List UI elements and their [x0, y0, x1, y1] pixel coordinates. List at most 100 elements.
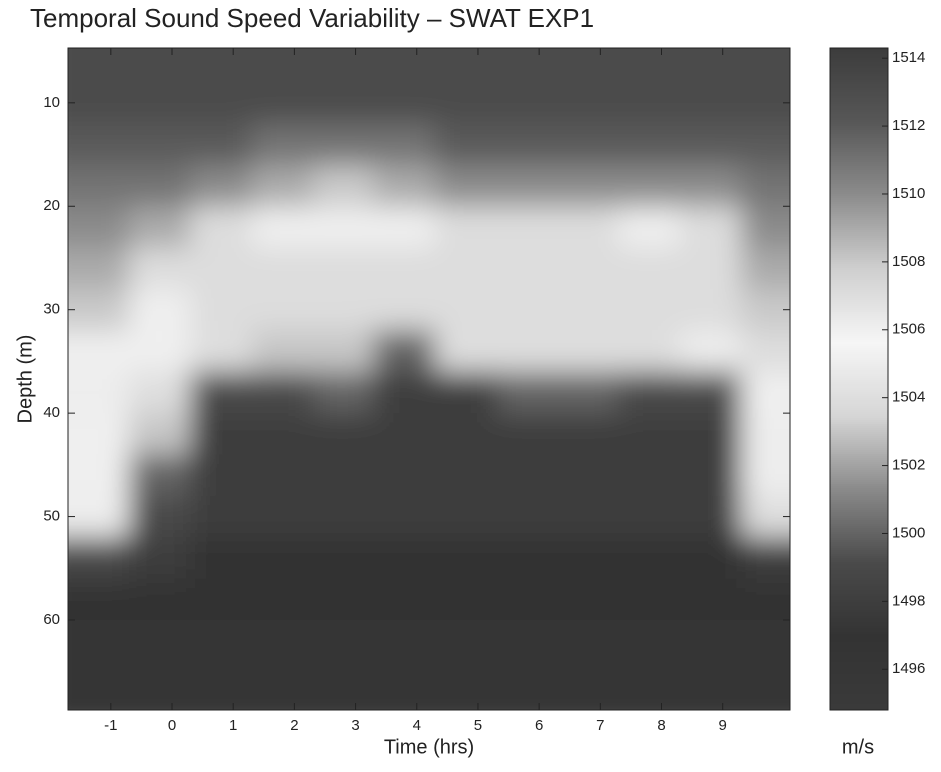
heatmap-cell — [435, 371, 497, 414]
heatmap-cell — [557, 620, 620, 662]
y-tick-label: 40 — [43, 404, 60, 421]
colorbar-swatch — [830, 68, 888, 71]
heatmap-cell — [68, 413, 130, 456]
colorbar-swatch — [830, 484, 888, 487]
colorbar-swatch — [830, 114, 888, 117]
heatmap-cell — [373, 371, 436, 414]
heatmap-cell — [129, 661, 191, 710]
colorbar-swatch — [830, 690, 888, 693]
colorbar-swatch — [830, 86, 888, 89]
colorbar-swatch — [830, 462, 888, 465]
colorbar-swatch — [830, 498, 888, 501]
colorbar-swatch — [830, 512, 888, 515]
colorbar-swatch — [830, 84, 888, 87]
colorbar-swatch — [830, 692, 888, 695]
colorbar-swatch — [830, 610, 888, 613]
colorbar-swatch — [830, 224, 888, 227]
heatmap-cell — [741, 537, 790, 580]
colorbar-swatch — [830, 118, 888, 121]
heatmap-cell — [496, 330, 559, 373]
heatmap-cell — [435, 495, 497, 538]
heatmap-cell — [496, 620, 559, 662]
colorbar-swatch — [830, 108, 888, 111]
heatmap-cell — [496, 123, 559, 166]
heatmap-cell — [679, 48, 742, 83]
colorbar-swatch — [830, 298, 888, 301]
colorbar-swatch — [830, 604, 888, 607]
colorbar-swatch — [830, 368, 888, 371]
heatmap-cell — [435, 454, 497, 497]
heatmap-cell — [373, 247, 436, 290]
heatmap-cell — [129, 330, 191, 373]
heatmap-cell — [435, 123, 497, 166]
colorbar-tick-label: 1502 — [892, 457, 925, 474]
colorbar-swatch — [830, 300, 888, 303]
colorbar-swatch — [830, 480, 888, 483]
colorbar-swatch — [830, 292, 888, 295]
colorbar-swatch — [830, 394, 888, 397]
colorbar-swatch — [830, 580, 888, 583]
colorbar-swatch — [830, 214, 888, 217]
heatmap-cell — [741, 413, 790, 456]
colorbar-swatch — [830, 688, 888, 691]
colorbar-swatch — [830, 654, 888, 657]
colorbar-swatch — [830, 104, 888, 107]
colorbar-swatch — [830, 620, 888, 623]
heatmap-cell — [741, 454, 790, 497]
heatmap-cell — [435, 289, 497, 331]
colorbar-swatch — [830, 336, 888, 339]
colorbar-swatch — [830, 366, 888, 369]
colorbar-swatch — [830, 144, 888, 147]
heatmap-cell — [312, 247, 375, 290]
heatmap-cell — [435, 247, 497, 290]
colorbar-swatch — [830, 520, 888, 523]
colorbar-swatch — [830, 552, 888, 555]
colorbar-swatch — [830, 120, 888, 123]
colorbar-swatch — [830, 218, 888, 221]
heatmap-cell — [435, 578, 497, 621]
colorbar-swatch — [830, 546, 888, 549]
heatmap-cell — [557, 247, 620, 290]
colorbar-swatch — [830, 608, 888, 611]
colorbar-swatch — [830, 234, 888, 237]
heatmap-cell — [251, 537, 314, 580]
heatmap-cell — [68, 454, 130, 497]
colorbar-swatch — [830, 152, 888, 155]
colorbar-swatch — [830, 356, 888, 359]
colorbar-swatch — [830, 574, 888, 577]
x-tick-label: 1 — [229, 717, 237, 734]
colorbar-swatch — [830, 330, 888, 333]
y-tick-label: 60 — [43, 611, 60, 628]
heatmap-cell — [251, 123, 314, 166]
colorbar-swatch — [830, 644, 888, 647]
colorbar-swatch — [830, 598, 888, 601]
heatmap-cell — [496, 82, 559, 125]
heatmap-cell — [618, 82, 681, 125]
colorbar-swatch — [830, 186, 888, 189]
x-tick-label: 0 — [168, 717, 176, 734]
heatmap-cell — [557, 330, 620, 373]
colorbar-swatch — [830, 582, 888, 585]
colorbar-swatch — [830, 702, 888, 705]
colorbar-swatch — [830, 210, 888, 213]
colorbar-swatch — [830, 178, 888, 181]
heatmap-cell — [557, 82, 620, 125]
colorbar-swatch — [830, 558, 888, 561]
heatmap-cell — [496, 206, 559, 249]
heatmap-cell — [679, 371, 742, 414]
heatmap-cell — [435, 48, 497, 83]
colorbar-swatch — [830, 522, 888, 525]
heatmap-cell — [618, 454, 681, 497]
colorbar-swatch — [830, 308, 888, 311]
colorbar-swatch — [830, 538, 888, 541]
colorbar-swatch — [830, 490, 888, 493]
colorbar-swatch — [830, 174, 888, 177]
colorbar-swatch — [830, 92, 888, 95]
colorbar-swatch — [830, 156, 888, 159]
heatmap-cell — [741, 620, 790, 662]
colorbar-swatch — [830, 154, 888, 157]
colorbar-swatch — [830, 614, 888, 617]
heatmap-cell — [741, 289, 790, 331]
heatmap-cell — [373, 578, 436, 621]
